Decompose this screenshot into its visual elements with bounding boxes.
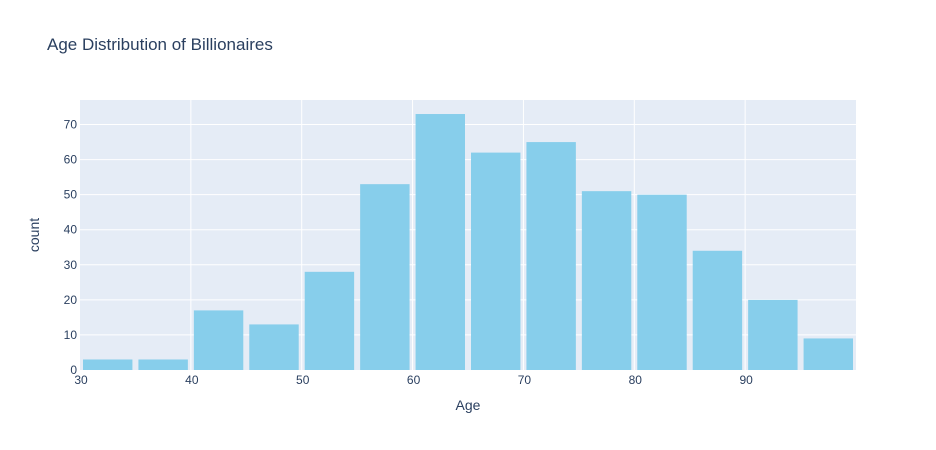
chart-title: Age Distribution of Billionaires bbox=[47, 35, 273, 54]
x-tick-label: 80 bbox=[629, 373, 643, 387]
x-tick-label: 90 bbox=[739, 373, 753, 387]
y-axis-ticks: 0 10 20 30 40 50 60 70 bbox=[64, 118, 78, 377]
x-axis-ticks: 30 40 50 60 70 80 90 bbox=[74, 373, 753, 387]
histogram-bar bbox=[803, 338, 853, 370]
x-tick-label: 60 bbox=[407, 373, 421, 387]
x-tick-label: 70 bbox=[518, 373, 532, 387]
y-tick-label: 70 bbox=[64, 118, 78, 132]
gridlines bbox=[80, 100, 856, 370]
x-tick-label: 50 bbox=[296, 373, 310, 387]
histogram-bar bbox=[138, 359, 188, 370]
histogram-bar bbox=[471, 152, 521, 370]
histogram-bar bbox=[415, 114, 465, 370]
x-axis-title: Age bbox=[456, 397, 481, 413]
x-tick-label: 40 bbox=[185, 373, 199, 387]
histogram-bar bbox=[83, 359, 133, 370]
y-tick-label: 20 bbox=[64, 293, 78, 307]
y-tick-label: 40 bbox=[64, 223, 78, 237]
histogram-bar bbox=[304, 271, 355, 370]
histogram-bar bbox=[692, 250, 743, 370]
y-tick-label: 50 bbox=[64, 188, 78, 202]
y-tick-label: 60 bbox=[64, 153, 78, 167]
histogram-bar bbox=[748, 299, 798, 370]
histogram-bar bbox=[526, 142, 576, 370]
histogram-bar bbox=[360, 184, 410, 370]
histogram-bar bbox=[637, 194, 687, 370]
histogram-bar bbox=[249, 324, 299, 370]
bars bbox=[83, 114, 853, 370]
y-tick-label: 30 bbox=[64, 258, 78, 272]
histogram-bar bbox=[193, 310, 244, 370]
y-axis-title: count bbox=[26, 218, 42, 252]
histogram-bar bbox=[581, 191, 632, 370]
y-tick-label: 0 bbox=[70, 363, 77, 377]
y-tick-label: 10 bbox=[64, 328, 78, 342]
x-tick-label: 30 bbox=[74, 373, 88, 387]
